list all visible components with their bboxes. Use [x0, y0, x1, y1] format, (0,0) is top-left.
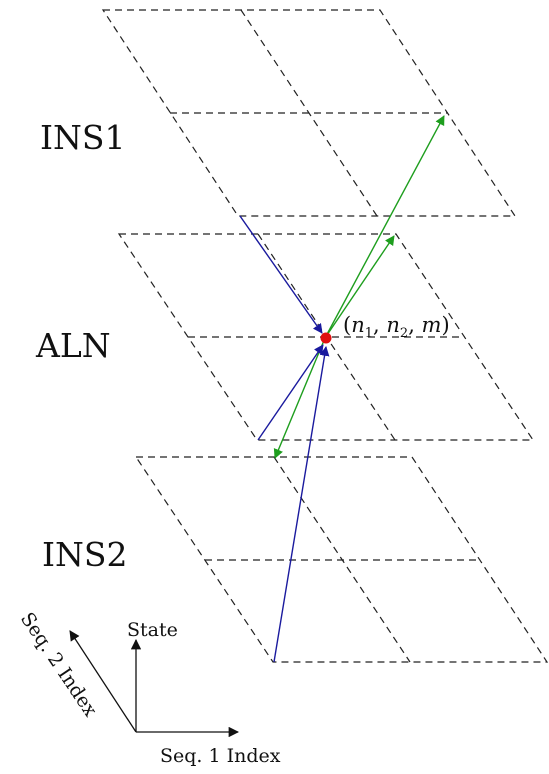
- state-point-label: (n1, n2, m): [343, 313, 450, 341]
- green-arrow-to-aln-lower: [273, 337, 326, 459]
- layer-label-ins2: INS2: [42, 535, 128, 574]
- ins1-layer-grid: [101, 9, 517, 217]
- seq2-axis-label: Seq. 2 Index: [16, 608, 102, 720]
- layer-label-ins1: INS1: [40, 118, 126, 157]
- green-arrow-to-aln: [324, 235, 395, 339]
- seq2-axis-arrow: [69, 630, 137, 733]
- green-arrow-to-ins1: [324, 115, 445, 339]
- layer-label-aln: ALN: [35, 326, 111, 365]
- blue-arrow-from-ins1: [239, 215, 323, 334]
- blue-transition-arrows: [239, 215, 330, 663]
- blue-arrow-from-aln: [257, 344, 324, 441]
- seq1-axis-label: Seq. 1 Index: [160, 745, 281, 767]
- blue-arrow-from-ins2: [273, 346, 330, 663]
- axes-legend: State Seq. 1 Index Seq. 2 Index: [16, 608, 281, 767]
- ins2-layer-grid: [134, 456, 549, 663]
- current-state-point: [320, 332, 332, 344]
- state-axis-label: State: [127, 619, 178, 641]
- green-transition-arrows: [273, 115, 445, 459]
